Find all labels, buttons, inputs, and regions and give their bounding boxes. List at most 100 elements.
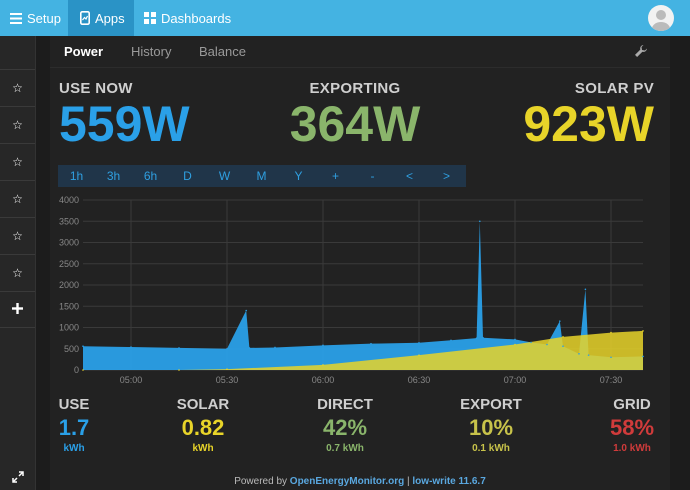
app-tabs: Power History Balance <box>50 36 670 68</box>
time-button-6h[interactable]: 6h <box>143 169 158 183</box>
zoom-in-button[interactable]: + <box>331 169 339 183</box>
summary-export-label: EXPORT <box>460 396 522 413</box>
sidebar-add-button[interactable] <box>0 291 35 328</box>
tab-balance[interactable]: Balance <box>199 44 246 59</box>
x-tick-label: 07:00 <box>504 375 527 385</box>
sidebar-expand-button[interactable] <box>0 466 35 490</box>
footer: Powered by OpenEnergyMonitor.org | low-w… <box>50 476 670 490</box>
data-point <box>178 347 180 349</box>
nav-dashboards[interactable]: Dashboards <box>134 0 234 36</box>
sidebar-favorite-6[interactable]: ☆ <box>0 254 35 291</box>
footer-version[interactable]: low-write 11.6.7 <box>412 476 486 487</box>
summary-grid-value: 58% <box>609 415 655 440</box>
solar-pv-value: 923W <box>523 96 654 152</box>
pan-right-button[interactable]: > <box>442 169 450 183</box>
nav-setup-label: Setup <box>27 10 61 26</box>
summary-grid-unit: 1.0 kWh <box>613 443 651 454</box>
app-main-panel: Power History Balance USE NOW 559W EXPOR… <box>50 36 670 490</box>
user-avatar[interactable] <box>648 5 674 31</box>
data-point <box>546 343 548 346</box>
tab-history[interactable]: History <box>131 44 172 59</box>
nav-setup[interactable]: Setup <box>0 0 68 36</box>
time-button-year[interactable]: Y <box>294 169 303 183</box>
expand-icon <box>11 470 24 486</box>
x-tick-label: 05:00 <box>120 375 143 385</box>
star-icon: ☆ <box>12 118 23 132</box>
power-chart[interactable]: 0 500 1000 1500 2000 2500 3000 3500 4000 05:00 05:… <box>50 192 670 392</box>
use-now-value: 559W <box>59 96 190 152</box>
data-point <box>450 339 452 342</box>
summary-use-value: 1.7 <box>58 415 90 440</box>
data-point <box>610 356 612 359</box>
summary-export: EXPORT 10% 0.1 kWh <box>452 396 530 454</box>
sidebar-favorite-3[interactable]: ☆ <box>0 143 35 180</box>
time-button-month[interactable]: M <box>256 169 267 183</box>
exporting-label: EXPORTING <box>309 80 401 97</box>
star-icon: ☆ <box>12 155 23 169</box>
data-point <box>642 355 644 358</box>
star-icon: ☆ <box>12 266 23 280</box>
star-icon: ☆ <box>12 81 23 95</box>
footer-link[interactable]: OpenEnergyMonitor.org <box>289 476 405 487</box>
y-tick-label: 500 <box>64 344 79 354</box>
summary-use: USE 1.7 kWh <box>44 396 104 454</box>
summary-solar: SOLAR 0.82 kWh <box>168 396 238 454</box>
sidebar-favorite-5[interactable]: ☆ <box>0 217 35 254</box>
summary-solar-unit: kWh <box>192 443 214 454</box>
sidebar: ☆ ☆ ☆ ☆ ☆ ☆ <box>0 36 36 490</box>
data-point <box>322 344 324 347</box>
nav-apps-label: Apps <box>95 10 125 26</box>
y-tick-label: 3000 <box>59 238 79 248</box>
summary-solar-label: SOLAR <box>176 396 230 413</box>
data-point <box>514 338 516 341</box>
time-button-day[interactable]: D <box>183 169 192 183</box>
summary-direct-unit: 0.7 kWh <box>326 443 364 454</box>
x-tick-label: 05:30 <box>216 375 239 385</box>
y-tick-label: 2000 <box>59 280 79 290</box>
data-point <box>274 346 276 349</box>
tab-power[interactable]: Power <box>64 44 104 59</box>
data-point <box>82 345 84 347</box>
summary-solar-value: 0.82 <box>181 415 225 440</box>
time-button-week[interactable]: W <box>218 169 231 183</box>
data-point <box>530 341 532 344</box>
data-point <box>642 330 644 332</box>
data-point <box>562 345 564 347</box>
data-point <box>418 354 420 356</box>
solar-pv-label: SOLAR PV <box>574 80 654 97</box>
time-range-toolbar: 1h 3h 6h D W M Y + - < > <box>58 165 466 187</box>
star-icon: ☆ <box>12 192 23 206</box>
exporting-block: EXPORTING 364W <box>280 80 430 151</box>
sidebar-favorite-4[interactable]: ☆ <box>0 180 35 217</box>
x-tick-label: 06:00 <box>312 375 335 385</box>
data-point <box>82 369 84 371</box>
data-point <box>226 347 228 350</box>
data-point <box>578 353 580 355</box>
nav-apps[interactable]: Apps <box>68 0 134 36</box>
data-point <box>559 320 561 322</box>
data-point <box>226 368 228 370</box>
star-icon: ☆ <box>12 229 23 243</box>
sidebar-favorite-2[interactable]: ☆ <box>0 106 35 143</box>
sidebar-favorite-1[interactable]: ☆ <box>0 69 35 106</box>
data-point <box>584 288 587 291</box>
wrench-icon[interactable] <box>634 44 648 63</box>
use-now-block: USE NOW 559W <box>59 80 190 151</box>
y-tick-label: 1000 <box>59 323 79 333</box>
exporting-value: 364W <box>289 96 421 152</box>
pan-left-button[interactable]: < <box>405 169 413 183</box>
summary-use-label: USE <box>58 396 90 413</box>
plus-icon <box>12 302 23 317</box>
zoom-out-button[interactable]: - <box>370 169 375 183</box>
apps-icon <box>80 11 90 25</box>
data-point <box>610 331 612 334</box>
data-point <box>178 369 180 371</box>
x-tick-label: 06:30 <box>408 375 431 385</box>
time-button-3h[interactable]: 3h <box>106 169 121 183</box>
data-point <box>482 336 484 339</box>
solar-pv-block: SOLAR PV 923W <box>523 80 654 151</box>
time-button-1h[interactable]: 1h <box>69 169 84 183</box>
data-point <box>418 342 420 344</box>
summary-grid: GRID 58% 1.0 kWh <box>598 396 666 454</box>
y-tick-label: 1500 <box>59 301 79 311</box>
